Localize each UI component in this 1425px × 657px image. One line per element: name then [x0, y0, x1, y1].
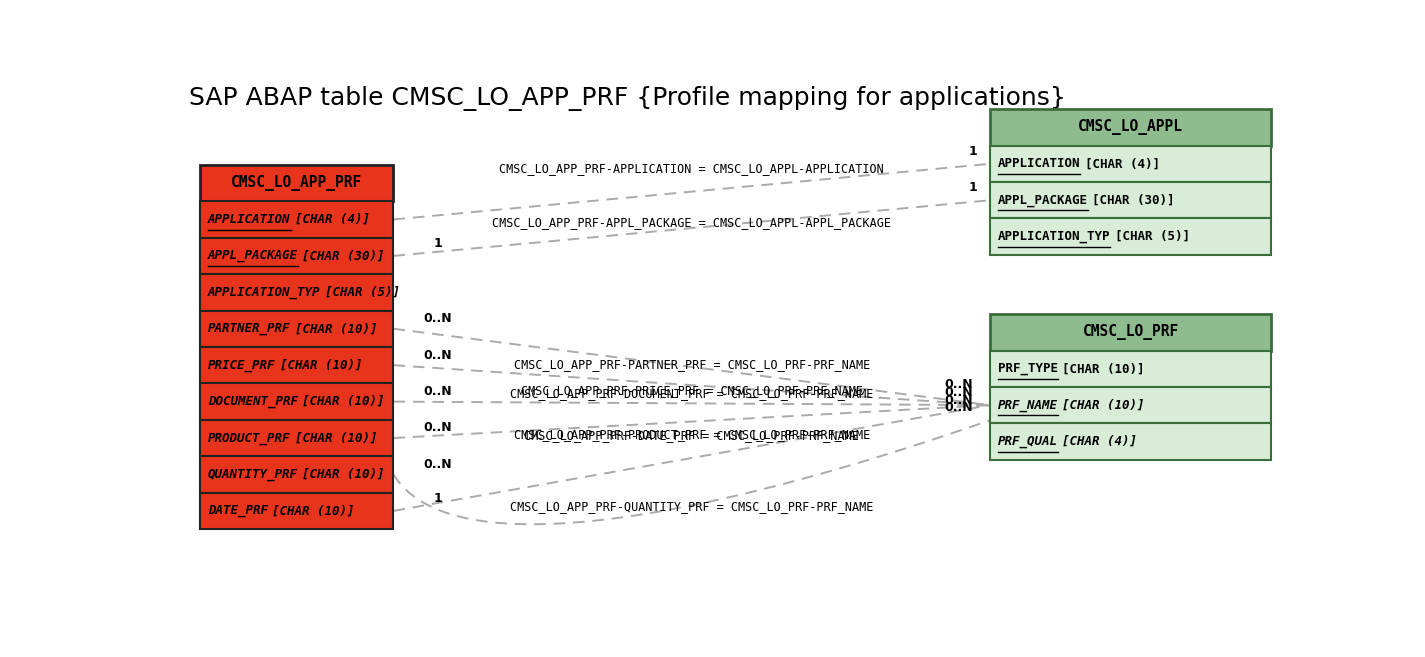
- Text: CMSC_LO_APP_PRF-PARTNER_PRF = CMSC_LO_PRF-PRF_NAME: CMSC_LO_APP_PRF-PARTNER_PRF = CMSC_LO_PR…: [513, 358, 869, 371]
- Text: CMSC_LO_APP_PRF-DOCUMENT_PRF = CMSC_LO_PRF-PRF_NAME: CMSC_LO_APP_PRF-DOCUMENT_PRF = CMSC_LO_P…: [510, 387, 874, 399]
- Text: DOCUMENT_PRF: DOCUMENT_PRF: [208, 395, 298, 408]
- FancyBboxPatch shape: [990, 109, 1271, 146]
- Text: 1: 1: [433, 491, 442, 505]
- Text: APPLICATION: APPLICATION: [997, 157, 1080, 170]
- Text: CMSC_LO_APP_PRF-PRODUCT_PRF = CMSC_LO_PRF-PRF_NAME: CMSC_LO_APP_PRF-PRODUCT_PRF = CMSC_LO_PR…: [513, 428, 869, 441]
- Text: [CHAR (10)]: [CHAR (10)]: [302, 395, 385, 408]
- Text: APPLICATION_TYP: APPLICATION_TYP: [997, 230, 1110, 243]
- Text: [CHAR (10)]: [CHAR (10)]: [302, 468, 385, 481]
- Text: CMSC_LO_APP_PRF-QUANTITY_PRF = CMSC_LO_PRF-PRF_NAME: CMSC_LO_APP_PRF-QUANTITY_PRF = CMSC_LO_P…: [510, 500, 874, 513]
- Text: 0..N: 0..N: [945, 394, 973, 407]
- FancyBboxPatch shape: [990, 350, 1271, 387]
- Text: 0..N: 0..N: [945, 401, 973, 414]
- Text: [CHAR (10)]: [CHAR (10)]: [295, 432, 378, 445]
- Text: [CHAR (10)]: [CHAR (10)]: [279, 359, 362, 372]
- Text: 0..N: 0..N: [423, 349, 452, 361]
- FancyBboxPatch shape: [200, 493, 393, 529]
- Text: [CHAR (5)]: [CHAR (5)]: [1114, 230, 1190, 243]
- Text: [CHAR (30)]: [CHAR (30)]: [1092, 194, 1174, 207]
- Text: PRF_QUAL: PRF_QUAL: [997, 435, 1057, 448]
- Text: PRODUCT_PRF: PRODUCT_PRF: [208, 432, 291, 445]
- FancyBboxPatch shape: [200, 420, 393, 456]
- Text: [CHAR (4)]: [CHAR (4)]: [1062, 435, 1137, 448]
- Text: APPL_PACKAGE: APPL_PACKAGE: [208, 250, 298, 262]
- Text: QUANTITY_PRF: QUANTITY_PRF: [208, 468, 298, 481]
- Text: PARTNER_PRF: PARTNER_PRF: [208, 322, 291, 335]
- FancyBboxPatch shape: [200, 165, 393, 201]
- Text: APPLICATION_TYP: APPLICATION_TYP: [208, 286, 321, 299]
- Text: [CHAR (10)]: [CHAR (10)]: [1062, 399, 1144, 412]
- Text: CMSC_LO_APP_PRF-APPL_PACKAGE = CMSC_LO_APPL-APPL_PACKAGE: CMSC_LO_APP_PRF-APPL_PACKAGE = CMSC_LO_A…: [492, 217, 891, 229]
- Text: CMSC_LO_APP_PRF-APPLICATION = CMSC_LO_APPL-APPLICATION: CMSC_LO_APP_PRF-APPLICATION = CMSC_LO_AP…: [499, 162, 884, 175]
- Text: [CHAR (30)]: [CHAR (30)]: [302, 250, 385, 262]
- Text: CMSC_LO_APP_PRF: CMSC_LO_APP_PRF: [231, 175, 362, 191]
- Text: CMSC_LO_APP_PRF-PRICE_PRF = CMSC_LO_PRF-PRF_NAME: CMSC_LO_APP_PRF-PRICE_PRF = CMSC_LO_PRF-…: [520, 384, 862, 397]
- Text: PRF_NAME: PRF_NAME: [997, 399, 1057, 412]
- FancyBboxPatch shape: [200, 238, 393, 274]
- FancyBboxPatch shape: [200, 384, 393, 420]
- FancyBboxPatch shape: [200, 274, 393, 311]
- Text: 1: 1: [969, 181, 978, 194]
- Text: 0..N: 0..N: [423, 421, 452, 434]
- Text: 0..N: 0..N: [423, 385, 452, 398]
- Text: [CHAR (4)]: [CHAR (4)]: [1084, 157, 1160, 170]
- Text: SAP ABAP table CMSC_LO_APP_PRF {Profile mapping for applications}: SAP ABAP table CMSC_LO_APP_PRF {Profile …: [190, 87, 1066, 112]
- FancyBboxPatch shape: [990, 423, 1271, 460]
- Text: APPLICATION: APPLICATION: [208, 213, 291, 226]
- FancyBboxPatch shape: [990, 146, 1271, 182]
- Text: [CHAR (10)]: [CHAR (10)]: [295, 322, 378, 335]
- FancyBboxPatch shape: [990, 182, 1271, 219]
- FancyBboxPatch shape: [200, 311, 393, 347]
- FancyBboxPatch shape: [200, 347, 393, 384]
- Text: APPL_PACKAGE: APPL_PACKAGE: [997, 194, 1087, 207]
- Text: CMSC_LO_APPL: CMSC_LO_APPL: [1079, 120, 1183, 135]
- Text: 0..N: 0..N: [945, 386, 973, 399]
- Text: DATE_PRF: DATE_PRF: [208, 505, 268, 517]
- FancyBboxPatch shape: [990, 219, 1271, 255]
- Text: [CHAR (4)]: [CHAR (4)]: [295, 213, 370, 226]
- Text: 0..N: 0..N: [423, 312, 452, 325]
- FancyBboxPatch shape: [990, 314, 1271, 350]
- FancyBboxPatch shape: [200, 456, 393, 493]
- Text: CMSC_LO_APP_PRF-DATE_PRF = CMSC_LO_PRF-PRF_NAME: CMSC_LO_APP_PRF-DATE_PRF = CMSC_LO_PRF-P…: [524, 429, 859, 442]
- Text: [CHAR (10)]: [CHAR (10)]: [1062, 362, 1144, 375]
- Text: 0..N: 0..N: [945, 378, 973, 392]
- Text: [CHAR (5)]: [CHAR (5)]: [325, 286, 400, 299]
- FancyBboxPatch shape: [200, 201, 393, 238]
- Text: PRICE_PRF: PRICE_PRF: [208, 359, 275, 372]
- Text: CMSC_LO_PRF: CMSC_LO_PRF: [1083, 325, 1178, 340]
- Text: 1: 1: [969, 145, 978, 158]
- Text: [CHAR (10)]: [CHAR (10)]: [272, 505, 355, 517]
- Text: PRF_TYPE: PRF_TYPE: [997, 362, 1057, 375]
- Text: 0..N: 0..N: [423, 458, 452, 471]
- FancyBboxPatch shape: [990, 387, 1271, 423]
- Text: 1: 1: [433, 237, 442, 250]
